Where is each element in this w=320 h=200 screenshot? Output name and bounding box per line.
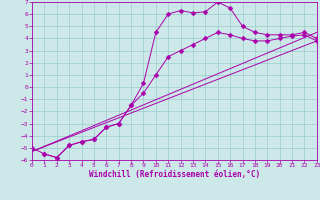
X-axis label: Windchill (Refroidissement éolien,°C): Windchill (Refroidissement éolien,°C) [89, 170, 260, 179]
